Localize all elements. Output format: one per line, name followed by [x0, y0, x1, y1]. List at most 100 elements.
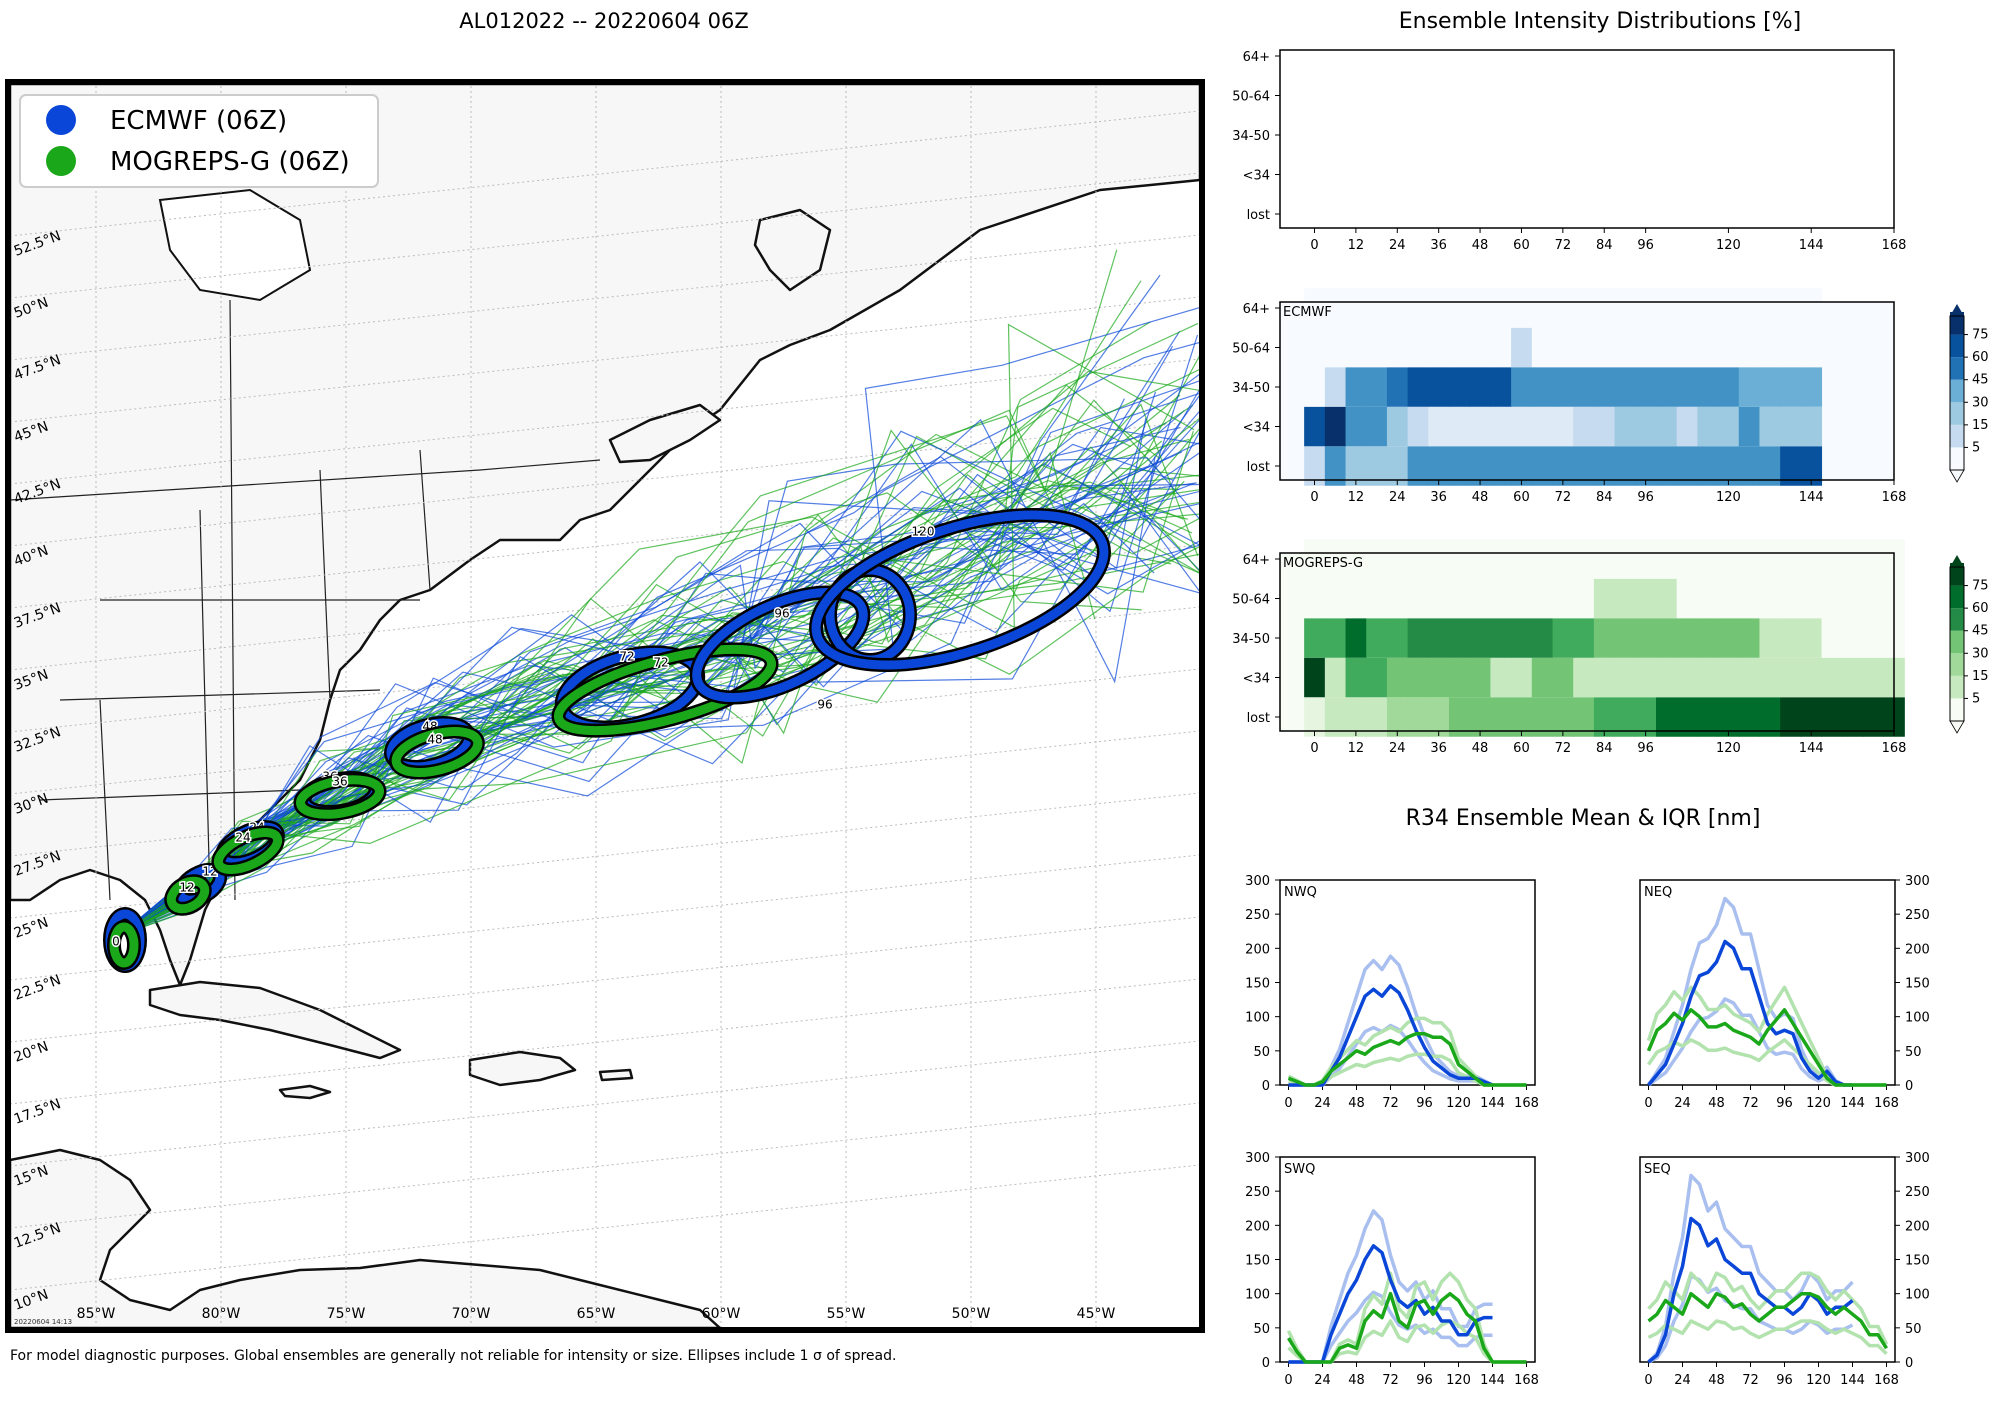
x-tick-label: 0	[1310, 741, 1318, 756]
x-tick-label: 0	[1310, 238, 1318, 253]
heatmap-cell	[1324, 406, 1347, 447]
y-category-label: lost	[1247, 460, 1270, 475]
heatmap-cell	[1552, 618, 1574, 658]
y-category-label: 50-64	[1232, 342, 1270, 357]
x-tick-label: 96	[1637, 238, 1654, 253]
heatmap-cell	[1800, 446, 1823, 486]
heatmap-cell	[1593, 406, 1616, 447]
r34-mean-line	[1647, 1216, 1854, 1364]
heatmap-cell	[1304, 327, 1326, 368]
heatmap-cell	[1449, 697, 1471, 737]
y-category-label: lost	[1247, 711, 1270, 726]
heatmap-model-label: MOGREPS-G	[1283, 556, 1363, 571]
x-tick-label: 48	[1472, 238, 1489, 253]
heatmap-cell	[1449, 327, 1471, 368]
x-tick-label: 60	[1513, 238, 1530, 253]
heatmap-cell	[1593, 697, 1616, 737]
colorbar-segment	[1950, 653, 1964, 676]
heatmap-cell	[1759, 446, 1781, 486]
heatmap-cell	[1738, 288, 1760, 328]
heatmap-cell	[1614, 578, 1636, 619]
heatmap-cell	[1573, 446, 1595, 486]
heatmap-cell	[1780, 578, 1802, 619]
newfoundland-island	[753, 208, 832, 292]
r34-mean-line	[1287, 1291, 1527, 1364]
heatmap-cell	[1469, 578, 1491, 619]
x-tick-label: 0	[1644, 1096, 1652, 1111]
heatmap-cell	[1304, 288, 1326, 328]
heatmap-frame	[1279, 552, 1895, 732]
heatmap-cell	[1655, 406, 1678, 447]
heatmap-cell	[1490, 367, 1512, 407]
colorbar-segment	[1950, 334, 1964, 358]
x-tick-label: 168	[1882, 238, 1907, 253]
y-tick-label: 250	[1245, 908, 1270, 923]
heatmap-cell	[1614, 288, 1636, 328]
heatmap-cell	[1304, 697, 1326, 737]
x-tick-label: 24	[1314, 1096, 1331, 1111]
heatmap-cell	[1428, 406, 1450, 447]
heatmap-cell	[1759, 327, 1781, 368]
heatmap-cell	[1552, 446, 1574, 486]
lon-tick-label: 70°W	[452, 1306, 491, 1322]
y-tick-label: 0	[1905, 1079, 1913, 1094]
mogreps-spread-ellipse	[553, 644, 777, 736]
heatmap-cell	[1366, 618, 1388, 658]
heatmap-cell	[1449, 367, 1471, 407]
heatmap-cell	[1676, 367, 1698, 407]
heatmap-cell	[1386, 578, 1409, 619]
heatmap-cell	[1366, 406, 1388, 447]
heatmap-cell	[1593, 288, 1616, 328]
y-tick-label: 0	[1262, 1356, 1270, 1371]
heatmap-cell	[1428, 367, 1450, 407]
heatmap-cell	[1573, 578, 1595, 619]
heatmap-cell	[1697, 578, 1719, 619]
heatmap-cell	[1821, 539, 1843, 579]
x-tick-label: 168	[1514, 1373, 1539, 1388]
heatmap-cell	[1324, 618, 1347, 658]
heatmap-cell	[1531, 288, 1554, 328]
map-title: AL012022 -- 20220604 06Z	[459, 9, 748, 33]
colorbar-segment	[1950, 424, 1964, 448]
colorbar-extend-bottom	[1949, 469, 1965, 483]
x-tick-label: 144	[1480, 1373, 1505, 1388]
lon-tick-label: 50°W	[952, 1306, 991, 1322]
lon-tick-label: 65°W	[577, 1306, 616, 1322]
heatmap-cell	[1345, 697, 1367, 737]
r34-mean-line	[1646, 1008, 1887, 1087]
colorbar-tick-label: 60	[1972, 601, 1989, 616]
heatmap-cell	[1469, 697, 1491, 737]
heatmap-cell	[1697, 697, 1719, 737]
intensity-heatmap-panel: ECMWF 5 15 30 45 60 75 lost <34 34-50 50-64 64+ 0 12 2…	[1232, 288, 1989, 505]
mogreps-spread-ellipse	[109, 922, 139, 968]
colorbar-tick-label: 45	[1972, 624, 1989, 639]
heatmap-cell	[1511, 697, 1533, 737]
colorbar-tick-label: 75	[1972, 328, 1989, 343]
x-tick-label: 144	[1840, 1373, 1865, 1388]
x-tick-label: 96	[1637, 490, 1654, 505]
heatmap-cell	[1552, 578, 1574, 619]
heatmap-cell	[1738, 618, 1760, 658]
heatmap-cell	[1469, 288, 1491, 328]
x-tick-label: 144	[1799, 490, 1824, 505]
heatmap-cell	[1345, 539, 1367, 579]
heatmap-cell	[1573, 657, 1595, 698]
x-tick-label: 168	[1514, 1096, 1539, 1111]
x-tick-label: 0	[1284, 1373, 1292, 1388]
y-category-label: 64+	[1243, 302, 1270, 317]
colorbar-tick-label: 5	[1972, 691, 1980, 706]
colorbar-tick-label: 5	[1972, 440, 1980, 455]
heatmap-cell	[1800, 697, 1823, 737]
heatmap-cell	[1573, 288, 1595, 328]
ensemble-member-track	[119, 511, 1132, 936]
heatmap-cell	[1842, 539, 1864, 579]
x-tick-label: 84	[1596, 490, 1613, 505]
ensemble-member-track	[119, 457, 1200, 936]
x-tick-label: 24	[1674, 1373, 1691, 1388]
lon-tick-label: 55°W	[827, 1306, 866, 1322]
heatmap-cell	[1862, 578, 1885, 619]
x-tick-label: 120	[1716, 741, 1741, 756]
heatmap-cell	[1573, 697, 1595, 737]
heatmap-cell	[1573, 406, 1595, 447]
heatmap-cell	[1573, 367, 1595, 407]
